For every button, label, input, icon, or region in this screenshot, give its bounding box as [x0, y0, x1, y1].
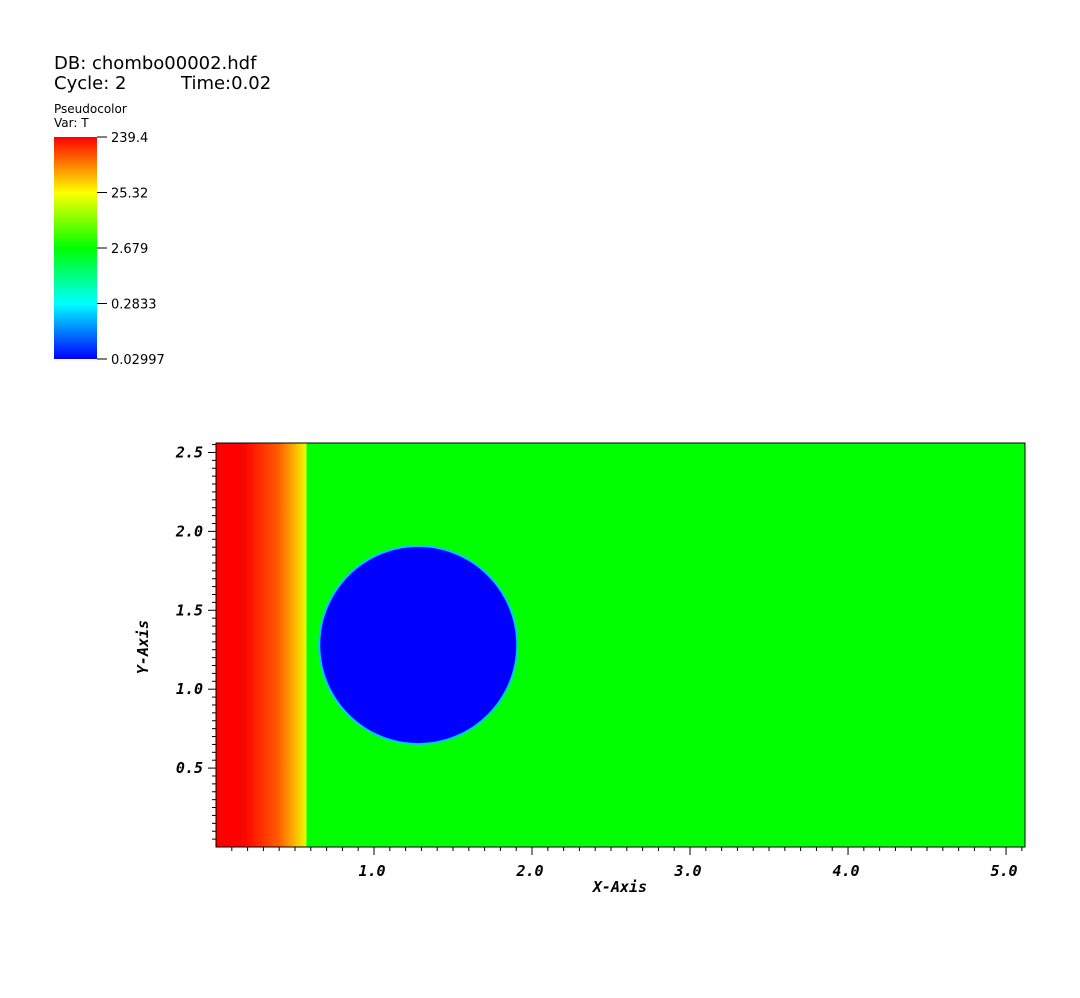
hot-band-region	[216, 443, 243, 847]
colorbar-label: 239.4	[111, 131, 148, 146]
y-axis-ticks	[208, 444, 216, 840]
y-tick-label: 2.5	[175, 443, 203, 461]
x-axis-ticks	[231, 847, 1023, 855]
x-tick-label: 4.0	[832, 862, 859, 880]
colorbar-label: 0.02997	[111, 353, 165, 368]
y-tick-label: 1.0	[176, 680, 203, 698]
colorbar	[54, 137, 97, 359]
x-tick-label: 1.0	[358, 862, 385, 880]
colorbar-labels: 239.4 25.32 2.679 0.2833 0.02997	[111, 131, 165, 368]
y-tick-label: 0.5	[176, 759, 203, 777]
y-axis-labels: 0.5 1.0 1.5 2.0 2.5	[175, 443, 203, 777]
front-region	[242, 443, 307, 847]
var-label: Var: T	[54, 116, 89, 130]
plot-type-label: Pseudocolor	[54, 102, 127, 116]
y-tick-label: 2.0	[175, 522, 203, 540]
colorbar-label: 2.679	[111, 242, 148, 257]
x-tick-label: 5.0	[990, 862, 1017, 880]
x-tick-label: 3.0	[673, 862, 701, 880]
cycle-label: Cycle: 2	[54, 73, 127, 94]
plot-frame	[215, 442, 1026, 848]
colorbar-ticks	[97, 136, 107, 360]
colorbar-label: 25.32	[111, 187, 148, 202]
x-axis-title: X-Axis	[591, 878, 647, 896]
y-tick-label: 1.5	[176, 601, 203, 619]
y-axis-title: Y-Axis	[134, 620, 152, 674]
time-label: Time:0.02	[181, 73, 272, 94]
cold-disk-region	[320, 547, 517, 743]
x-tick-label: 2.0	[515, 862, 543, 880]
colorbar-label: 0.2833	[111, 298, 157, 313]
x-axis-labels: 1.0 2.0 3.0 4.0 5.0	[358, 862, 1017, 880]
plot-field	[216, 443, 1025, 847]
db-label: DB: chombo00002.hdf	[54, 53, 257, 74]
